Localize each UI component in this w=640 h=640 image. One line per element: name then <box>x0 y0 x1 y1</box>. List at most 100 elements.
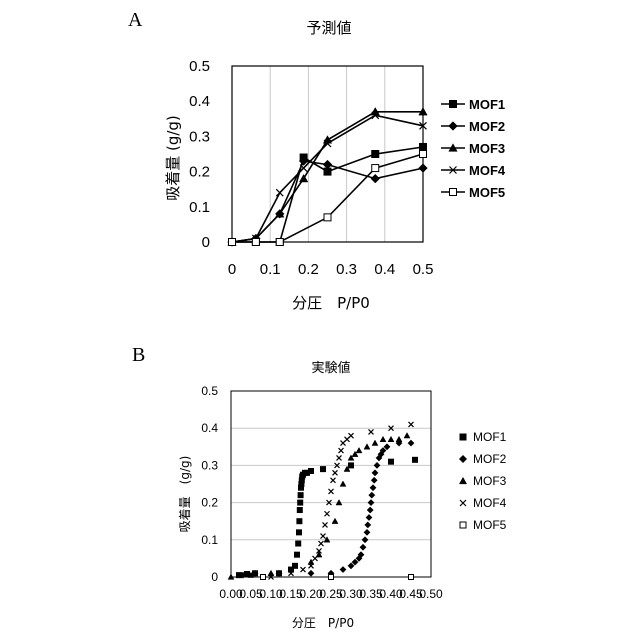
panel-b-data-point <box>340 481 346 486</box>
panel-b-data-point <box>298 493 303 498</box>
panel-b-ytick-label: 0.4 <box>201 421 218 435</box>
panel-b-data-point <box>329 489 334 494</box>
panel-a-legend-marker <box>450 101 457 108</box>
panel-b-data-point <box>301 567 306 572</box>
panel-a-xtick-label: 0.2 <box>298 261 319 278</box>
panel-b-series-mof2 <box>240 440 414 578</box>
panel-a-data-point <box>324 214 331 221</box>
panel-a-series-line <box>232 115 423 242</box>
panel-a-xtick-label: 0.4 <box>374 261 395 278</box>
panel-b-series-mof4 <box>269 422 414 580</box>
panel-a-data-point <box>372 151 379 158</box>
panel-b-ytick-label: 0.3 <box>201 458 218 472</box>
panel-b-data-point <box>340 566 346 572</box>
panel-b-legend-item: MOF4 <box>460 496 507 510</box>
panel-b-data-point <box>297 508 302 513</box>
panel-b-data-point <box>331 478 336 483</box>
panel-b-data-point <box>366 514 372 520</box>
panel-b-data-point <box>368 499 374 505</box>
panel-b-data-point <box>364 529 370 535</box>
panel-b-legend-item: MOF5 <box>460 518 507 532</box>
panel-b-legend-marker <box>460 522 466 528</box>
panel-b-ytick-label: 0.1 <box>201 533 218 547</box>
panel-b-legend-label: MOF1 <box>473 430 507 444</box>
panel-a-ytick-label: 0.4 <box>189 93 210 110</box>
panel-a-series-mof4 <box>229 112 427 246</box>
panel-a-data-point <box>420 143 427 150</box>
panel-a-ytick-label: 0.2 <box>189 164 210 181</box>
panel-a-legend-label: MOF2 <box>469 119 505 134</box>
panel-b-data-point <box>321 534 326 539</box>
panel-a-xlabel: 分圧 P/P0 <box>292 294 370 312</box>
panel-a-data-point <box>419 164 428 173</box>
panel-b-data-point <box>321 467 326 472</box>
panel-b-data-point <box>360 544 366 550</box>
panel-a-legend-label: MOF4 <box>469 163 506 178</box>
panel-a-legend-label: MOF5 <box>469 185 505 200</box>
panel-b-data-point <box>313 556 318 561</box>
panel-b-legend-label: MOF2 <box>473 452 507 466</box>
panel-b-data-point <box>325 511 330 516</box>
panel-a-data-point <box>371 174 380 183</box>
panel-b-data-point <box>371 477 377 483</box>
panel-b-data-point <box>319 541 324 546</box>
panel-b-legend-marker <box>460 500 466 506</box>
panel-a-data-point <box>229 239 236 246</box>
panel-b-data-point <box>413 457 418 462</box>
panel-b-legend-label: MOF3 <box>473 474 507 488</box>
panel-a-xtick-label: 0.1 <box>260 261 281 278</box>
panel-b-plot-frame <box>231 391 431 577</box>
panel-b-xlabel: 分圧 P/P0 <box>292 616 354 630</box>
panel-b-legend-item: MOF3 <box>459 474 506 488</box>
panel-b-data-point <box>329 575 334 580</box>
panel-a-legend-item: MOF3 <box>441 141 505 156</box>
panel-a-data-point <box>372 165 379 172</box>
panel-b-legend-marker <box>460 434 466 440</box>
panel-b-data-point <box>323 522 328 527</box>
panel-b-title: 実験値 <box>311 360 350 376</box>
panel-a-legend-item: MOF2 <box>441 119 505 134</box>
panel-a-data-point <box>252 239 259 246</box>
panel-b-data-point <box>367 507 373 513</box>
panel-b-data-point <box>333 470 338 475</box>
panel-b-data-point <box>356 448 362 453</box>
panel-a-ylabel: 吸着量 (g/g) <box>164 115 182 201</box>
panel-a-legend-item: MOF5 <box>441 185 505 200</box>
panel-b-data-point <box>308 570 314 576</box>
panel-b-data-point <box>404 433 410 438</box>
panel-b-data-point <box>409 422 414 427</box>
panel-b-legend-label: MOF4 <box>473 496 507 510</box>
panel-a-data-point <box>276 239 283 246</box>
panel-b-data-point <box>339 448 344 453</box>
panel-b-xtick-label: 0.50 <box>419 587 443 601</box>
panel-b-data-point <box>396 436 402 441</box>
panel-b-data-point <box>388 436 394 441</box>
panel-b-ytick-label: 0 <box>211 570 218 584</box>
panel-a-title: 予測値 <box>306 19 351 37</box>
panel-b-data-point <box>349 433 354 438</box>
panel-b-legend-item: MOF2 <box>459 452 506 466</box>
panel-b-data-point <box>297 530 302 535</box>
panel-b-data-point <box>295 552 300 557</box>
panel-a-legend-label: MOF3 <box>469 141 505 156</box>
panel-b-data-point <box>409 575 414 580</box>
panel-b-data-point <box>309 468 314 473</box>
panel-b-legend-marker <box>459 477 466 483</box>
panel-a-series-line <box>232 112 423 242</box>
panel-b-data-point <box>337 455 342 460</box>
panel-b-data-point <box>374 462 380 468</box>
panel-b-ytick-label: 0.5 <box>201 384 218 398</box>
panel-b-data-point <box>380 436 386 441</box>
panel-b-data-point <box>296 541 301 546</box>
panel-b-data-point <box>369 429 374 434</box>
panel-a-legend-item: MOF1 <box>441 97 505 112</box>
panel-b-data-point <box>365 522 371 528</box>
panel-b-data-point <box>372 470 378 476</box>
panel-a-legend-marker <box>449 122 458 131</box>
panel-b-data-point <box>332 518 338 523</box>
panel-a-xtick-label: 0 <box>228 261 236 278</box>
panel-a-series-mof1 <box>229 143 427 245</box>
panel-b-data-point <box>297 519 302 524</box>
panel-b-data-point <box>362 537 368 543</box>
panel-b-legend-item: MOF1 <box>460 430 507 444</box>
